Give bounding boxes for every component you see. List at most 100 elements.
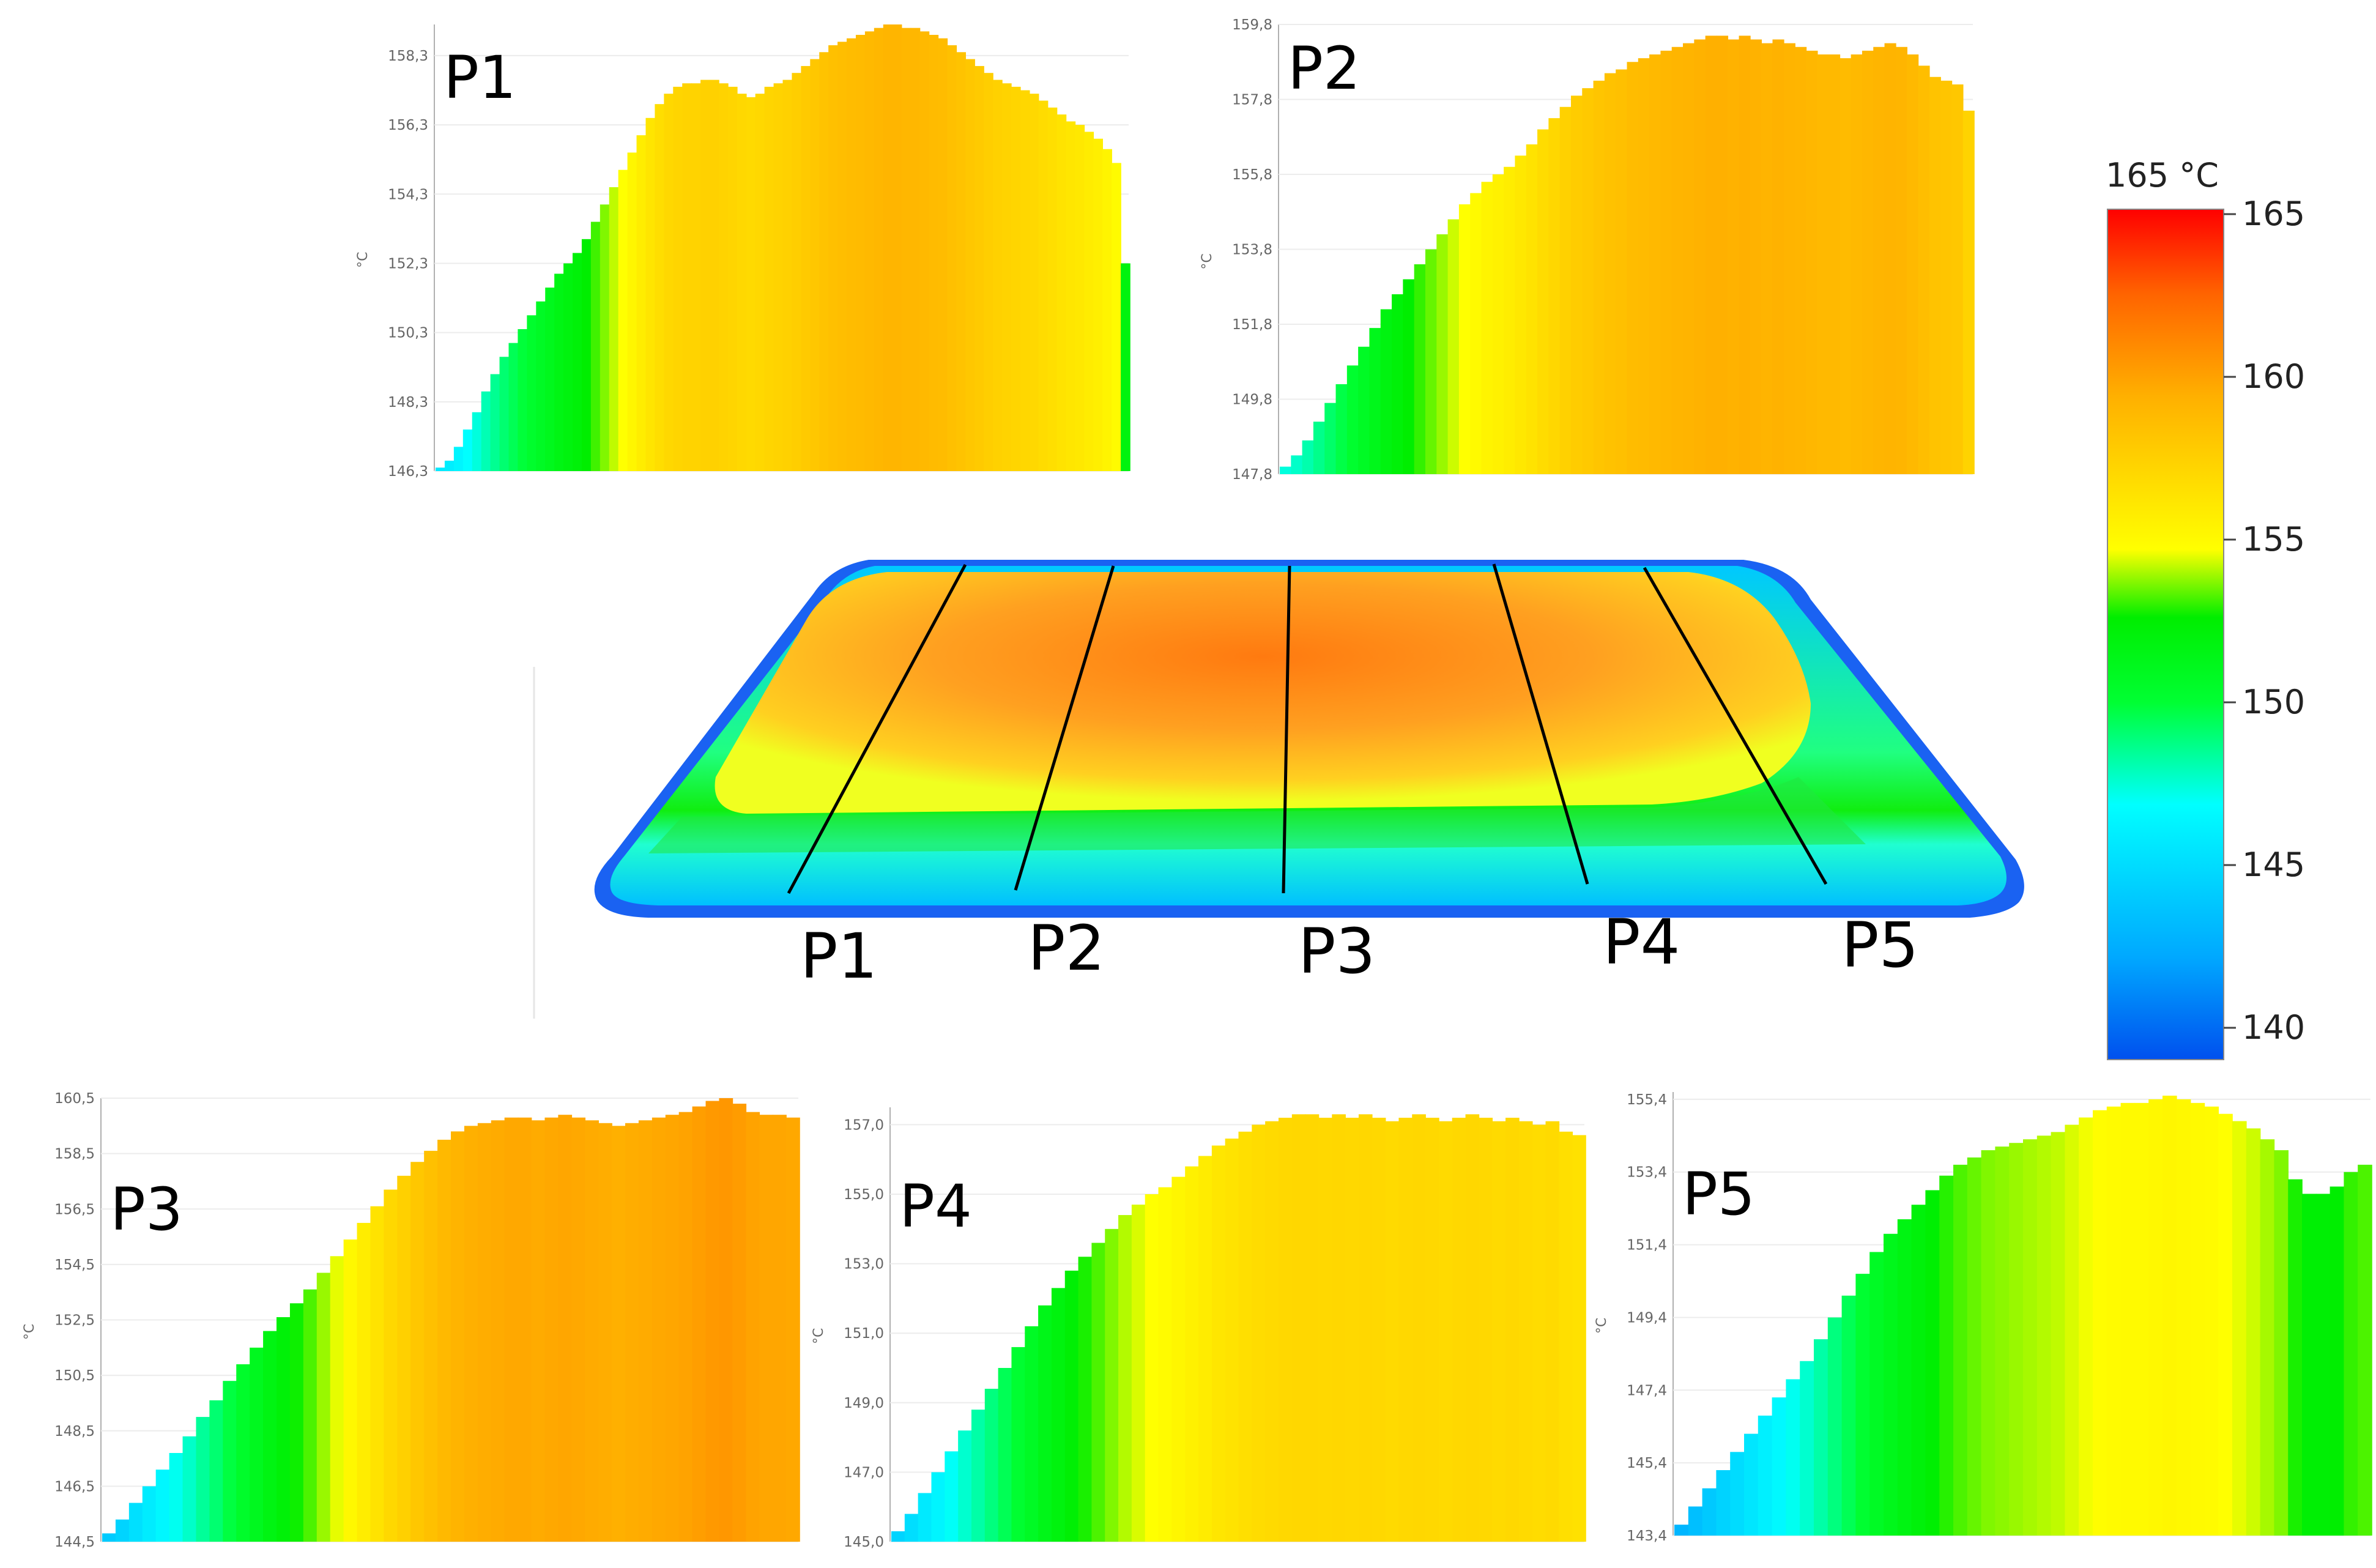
profile-bar [436, 467, 445, 471]
profile-bar [1075, 125, 1085, 472]
profile-bar [1728, 39, 1740, 474]
profile-bar [883, 24, 893, 471]
colorbar-title: 165 °C [2106, 156, 2219, 195]
profile-bar [1131, 1205, 1146, 1542]
profile-bar [746, 97, 756, 472]
profile-bar [1995, 1146, 2010, 1536]
profile-bar [792, 73, 802, 472]
profile-bar [2106, 1106, 2122, 1536]
profile-bar [236, 1364, 250, 1542]
profile-bar [1925, 1190, 1940, 1536]
profile-bar [1029, 94, 1039, 471]
profile-bar [1953, 1164, 1968, 1536]
y-tick-label: 155,4 [1627, 1092, 1667, 1108]
y-tick-label: 151,8 [1232, 317, 1272, 333]
profile-bar [504, 1117, 519, 1542]
profile-bar [975, 65, 984, 471]
profile-bar [330, 1256, 344, 1542]
profile-bar [904, 1514, 919, 1542]
profile-bar [397, 1175, 412, 1542]
profile-bar [636, 135, 647, 472]
profile-bar [1862, 50, 1874, 474]
profile-bar [938, 38, 948, 471]
profile-bar [1047, 107, 1058, 471]
profile-bar [655, 104, 665, 471]
profile-bar [1346, 365, 1359, 474]
profile-bar [1716, 1470, 1731, 1536]
profile-bar [673, 86, 683, 472]
profile-bar [1761, 43, 1773, 475]
profile-label-p2: P2 [1028, 912, 1105, 985]
y-tick-label: 150,5 [54, 1368, 95, 1384]
profile-bar [451, 1131, 465, 1542]
profile-bar [652, 1117, 666, 1542]
profile-bar [1795, 46, 1807, 474]
profile-bar [1112, 163, 1121, 471]
profile-bar [1783, 43, 1795, 475]
profile-bar [1001, 83, 1012, 471]
y-tick-label: 147,8 [1232, 467, 1272, 483]
profile-bar [1895, 46, 1907, 474]
profile-bar [1716, 35, 1729, 474]
profile-bar [984, 1389, 999, 1542]
profile-bar [1750, 39, 1762, 474]
profile-bar [1380, 309, 1392, 474]
y-tick-label: 157,0 [844, 1117, 884, 1133]
profile-bar [2260, 1139, 2275, 1536]
profile-bar [554, 273, 564, 471]
colorbar-tick-label: 155 [2242, 520, 2305, 559]
profile-bar [1458, 204, 1471, 474]
profile-bar [1772, 39, 1784, 474]
profile-bar [891, 1531, 905, 1542]
profile-bar [837, 42, 847, 472]
profile-bar [1078, 1257, 1093, 1542]
chart-title: P2 [1288, 34, 1361, 103]
profile-bar [1827, 1317, 1843, 1536]
profile-bar [847, 38, 856, 471]
profile-bar [1305, 1114, 1320, 1542]
profile-bar [1627, 62, 1639, 474]
profile-bar [819, 52, 829, 471]
profile-bar [2176, 1099, 2191, 1536]
profile-bar [1011, 1347, 1026, 1542]
profile-bar [1412, 1114, 1426, 1542]
y-tick-label: 155,8 [1232, 167, 1272, 183]
chart-title: P5 [1682, 1160, 1755, 1228]
profile-bar [1772, 1397, 1787, 1536]
y-tick-label: 151,4 [1627, 1238, 1667, 1254]
y-tick-label: 160,5 [54, 1091, 95, 1107]
profile-bar [1806, 50, 1818, 474]
y-tick-label: 154,5 [54, 1257, 95, 1273]
profile-bar [992, 80, 1003, 472]
profile-bar [2036, 1135, 2052, 1536]
profile-bar [732, 1104, 747, 1542]
profile-bar [1447, 219, 1460, 474]
y-tick-label: 145,0 [844, 1534, 884, 1550]
y-tick-label: 154,3 [388, 187, 428, 203]
profile-bar [1335, 384, 1348, 474]
profile-bar [277, 1317, 291, 1542]
profile-bar [1967, 1157, 1982, 1536]
profile-bar [737, 94, 747, 471]
profile-bar [1084, 132, 1094, 471]
profile-bar [2148, 1099, 2163, 1536]
profile-bar [1093, 138, 1103, 472]
profile-bar [1869, 1252, 1884, 1536]
profile-bar [1291, 455, 1303, 475]
y-axis-unit-label: °C [22, 1324, 37, 1340]
profile-bar [1518, 1121, 1533, 1542]
colorbar-tick-label: 160 [2242, 357, 2305, 396]
y-tick-label: 148,3 [388, 395, 428, 411]
profile-bar [1118, 1215, 1132, 1542]
profile-bar [1537, 129, 1550, 474]
profile-bar [1291, 1114, 1306, 1542]
profile-bar [1515, 155, 1527, 475]
profile-bar [892, 24, 902, 471]
profile-bar [1828, 54, 1841, 474]
profile-bar [945, 1451, 959, 1542]
profile-bar [786, 1117, 800, 1542]
profile-bar [1918, 65, 1930, 474]
profile-bar [1688, 1506, 1703, 1536]
profile-chart-p3: 144,5 146,5 148,5 150,5 152,5 154,5 156,5 158,5… [22, 1091, 800, 1550]
profile-bar [182, 1436, 197, 1542]
